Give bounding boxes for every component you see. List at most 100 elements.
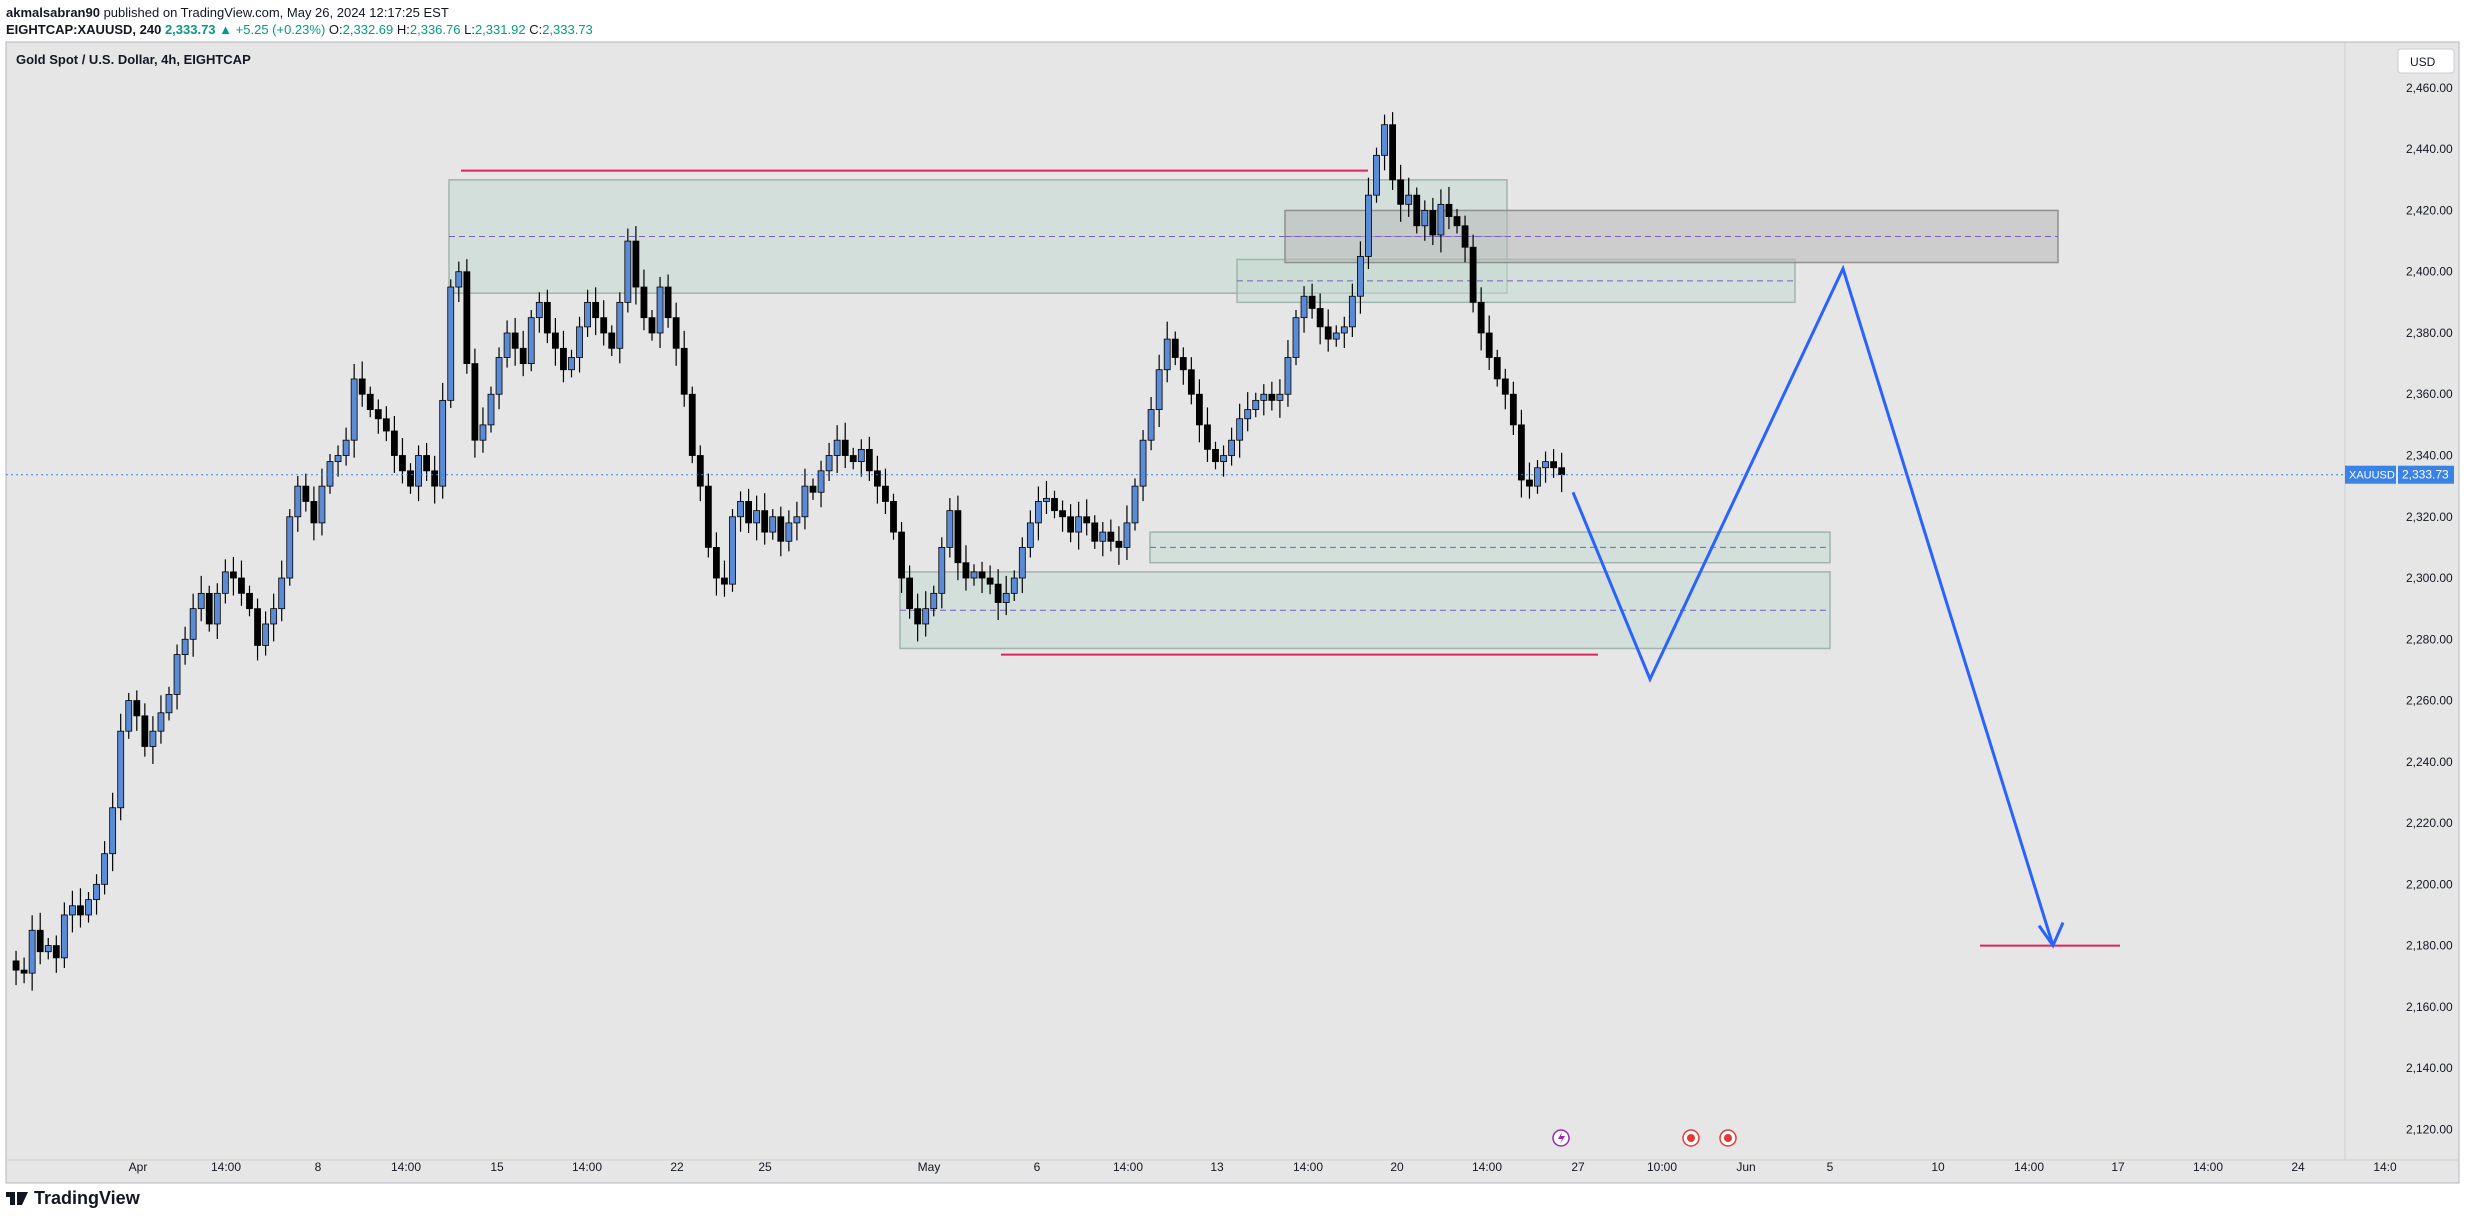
candle[interactable] (69, 890, 76, 933)
candle[interactable] (358, 361, 366, 407)
candle[interactable] (761, 493, 769, 545)
candle[interactable] (310, 486, 318, 541)
candle[interactable] (12, 950, 20, 986)
candle[interactable] (278, 560, 286, 622)
candle[interactable] (1316, 293, 1324, 345)
candle[interactable] (20, 957, 28, 984)
candle[interactable] (841, 422, 849, 469)
candle[interactable] (93, 874, 100, 915)
candle[interactable] (495, 347, 503, 410)
candle[interactable] (906, 565, 913, 619)
candle[interactable] (1469, 234, 1477, 313)
candle[interactable] (374, 399, 382, 434)
candle[interactable] (1542, 451, 1549, 483)
candle[interactable] (1115, 526, 1123, 565)
currency-button-label[interactable]: USD (2410, 55, 2436, 69)
candle[interactable] (85, 891, 92, 923)
candle[interactable] (1155, 354, 1163, 428)
candle[interactable] (197, 575, 205, 622)
candle[interactable] (560, 330, 567, 383)
candle[interactable] (1365, 177, 1372, 269)
candle[interactable] (439, 382, 447, 499)
candle[interactable] (600, 300, 608, 346)
candle[interactable] (793, 501, 801, 541)
candle[interactable] (1429, 197, 1437, 246)
candle[interactable] (1252, 392, 1260, 418)
candle[interactable] (1501, 368, 1509, 410)
candle[interactable] (52, 935, 60, 973)
candle[interactable] (833, 425, 841, 473)
candle[interactable] (1147, 397, 1155, 451)
candle[interactable] (1196, 379, 1203, 443)
candle[interactable] (487, 386, 495, 433)
candle[interactable] (874, 455, 881, 504)
candle[interactable] (471, 348, 479, 458)
candle[interactable] (36, 912, 44, 965)
candle[interactable] (511, 317, 519, 366)
candle[interactable] (1099, 521, 1107, 557)
candle[interactable] (390, 415, 398, 473)
candle[interactable] (1340, 316, 1348, 348)
candle[interactable] (1091, 515, 1099, 549)
candle[interactable] (1123, 505, 1131, 560)
candle[interactable] (857, 439, 865, 477)
candle[interactable] (1477, 287, 1485, 351)
candle[interactable] (447, 279, 455, 409)
candle[interactable] (576, 316, 583, 373)
candle[interactable] (970, 564, 978, 586)
candle[interactable] (1413, 187, 1421, 234)
candle[interactable] (1067, 504, 1074, 543)
candle[interactable] (1405, 177, 1413, 217)
candle[interactable] (688, 386, 696, 464)
candle[interactable] (1292, 310, 1300, 366)
candle[interactable] (882, 468, 889, 515)
candle[interactable] (817, 460, 825, 508)
candle[interactable] (1437, 189, 1445, 253)
candle[interactable] (1276, 379, 1284, 418)
publisher-name[interactable]: akmalsabran90 (6, 5, 100, 20)
candle[interactable] (221, 559, 229, 604)
candle[interactable] (1220, 445, 1227, 477)
candle[interactable] (1493, 349, 1501, 387)
candle[interactable] (922, 591, 930, 637)
candle[interactable] (737, 491, 744, 532)
candle[interactable] (213, 583, 221, 639)
candle[interactable] (938, 537, 946, 609)
candle[interactable] (1043, 480, 1050, 515)
candle[interactable] (503, 320, 511, 368)
candle[interactable] (825, 442, 833, 481)
candle[interactable] (1228, 427, 1235, 466)
candle[interactable] (648, 310, 656, 341)
candle[interactable] (1300, 286, 1308, 333)
candle[interactable] (1485, 315, 1493, 371)
candle[interactable] (1171, 331, 1179, 366)
candle[interactable] (672, 302, 680, 366)
candle[interactable] (1018, 537, 1026, 594)
candle[interactable] (463, 259, 471, 374)
candle[interactable] (543, 289, 551, 344)
candle[interactable] (77, 888, 84, 928)
candle[interactable] (696, 445, 704, 502)
candle[interactable] (262, 611, 270, 656)
candle[interactable] (294, 476, 302, 532)
candle[interactable] (302, 473, 310, 512)
candle[interactable] (1236, 403, 1244, 458)
candle[interactable] (101, 841, 108, 895)
candle[interactable] (1373, 147, 1380, 203)
candle[interactable] (205, 585, 213, 632)
candle[interactable] (399, 438, 406, 484)
candle[interactable] (1534, 460, 1541, 494)
candle[interactable] (1453, 208, 1461, 234)
candle[interactable] (1051, 490, 1058, 519)
candle[interactable] (640, 269, 648, 331)
candle[interactable] (342, 427, 350, 466)
candle[interactable] (527, 310, 535, 372)
candle[interactable] (431, 455, 439, 504)
candle[interactable] (1010, 570, 1018, 601)
candle[interactable] (1284, 340, 1292, 407)
candle[interactable] (270, 593, 278, 642)
candle[interactable] (849, 447, 857, 470)
candle[interactable] (1260, 384, 1268, 416)
candle[interactable] (350, 363, 358, 458)
candle[interactable] (1212, 441, 1219, 470)
